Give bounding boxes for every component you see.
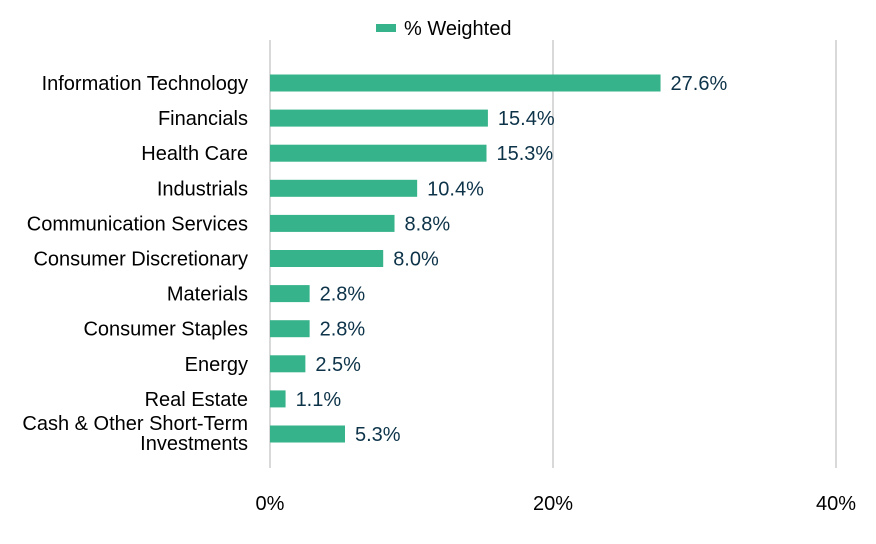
value-label-9: 1.1% bbox=[296, 389, 342, 411]
category-labels: Information Technology Financials Health C… bbox=[22, 73, 248, 455]
category-label-4: Communication Services bbox=[27, 213, 248, 235]
category-label-6: Materials bbox=[167, 284, 248, 306]
bar-7 bbox=[270, 320, 310, 338]
bar-10 bbox=[270, 425, 345, 443]
value-label-2: 15.3% bbox=[496, 143, 553, 165]
bars bbox=[270, 74, 661, 443]
bar-9 bbox=[270, 390, 286, 408]
x-tick-label-0: 0% bbox=[256, 493, 285, 515]
category-label-8: Energy bbox=[185, 354, 248, 376]
value-label-3: 10.4% bbox=[427, 178, 484, 200]
category-label-0: Information Technology bbox=[42, 73, 248, 95]
bar-0 bbox=[270, 74, 661, 92]
value-label-1: 15.4% bbox=[498, 108, 555, 130]
category-label-1: Financials bbox=[158, 108, 248, 130]
bar-5 bbox=[270, 250, 384, 267]
bar-8 bbox=[270, 355, 306, 373]
bar-3 bbox=[270, 179, 418, 197]
category-label-10: Cash & Other Short-Term Investments bbox=[22, 413, 248, 455]
x-tick-label-1: 20% bbox=[533, 493, 573, 515]
category-label-9: Real Estate bbox=[145, 389, 248, 411]
value-label-8: 2.5% bbox=[315, 354, 361, 376]
bar-1 bbox=[270, 109, 488, 127]
category-label-5: Consumer Discretionary bbox=[33, 249, 248, 271]
x-axis-tick-labels: 0% 20% 40% bbox=[256, 493, 857, 515]
legend-label: % Weighted bbox=[404, 18, 511, 40]
category-label-3: Industrials bbox=[157, 178, 248, 200]
value-label-7: 2.8% bbox=[320, 319, 366, 341]
legend-swatch bbox=[376, 24, 396, 32]
value-labels: 27.6% 15.4% 15.3% 10.4% 8.8% 8.0% 2.8% 2.8% 2.5%… bbox=[296, 73, 728, 446]
value-label-0: 27.6% bbox=[671, 73, 728, 95]
category-label-2: Health Care bbox=[141, 143, 248, 165]
value-label-6: 2.8% bbox=[320, 284, 366, 306]
legend: % Weighted bbox=[376, 18, 511, 40]
value-label-10: 5.3% bbox=[355, 424, 401, 446]
bar-6 bbox=[270, 285, 310, 303]
bar-4 bbox=[270, 214, 395, 232]
category-label-7: Consumer Staples bbox=[83, 319, 248, 341]
bar-2 bbox=[270, 144, 487, 162]
x-tick-label-2: 40% bbox=[816, 493, 856, 515]
value-label-5: 8.0% bbox=[393, 249, 439, 271]
value-label-4: 8.8% bbox=[405, 213, 451, 235]
